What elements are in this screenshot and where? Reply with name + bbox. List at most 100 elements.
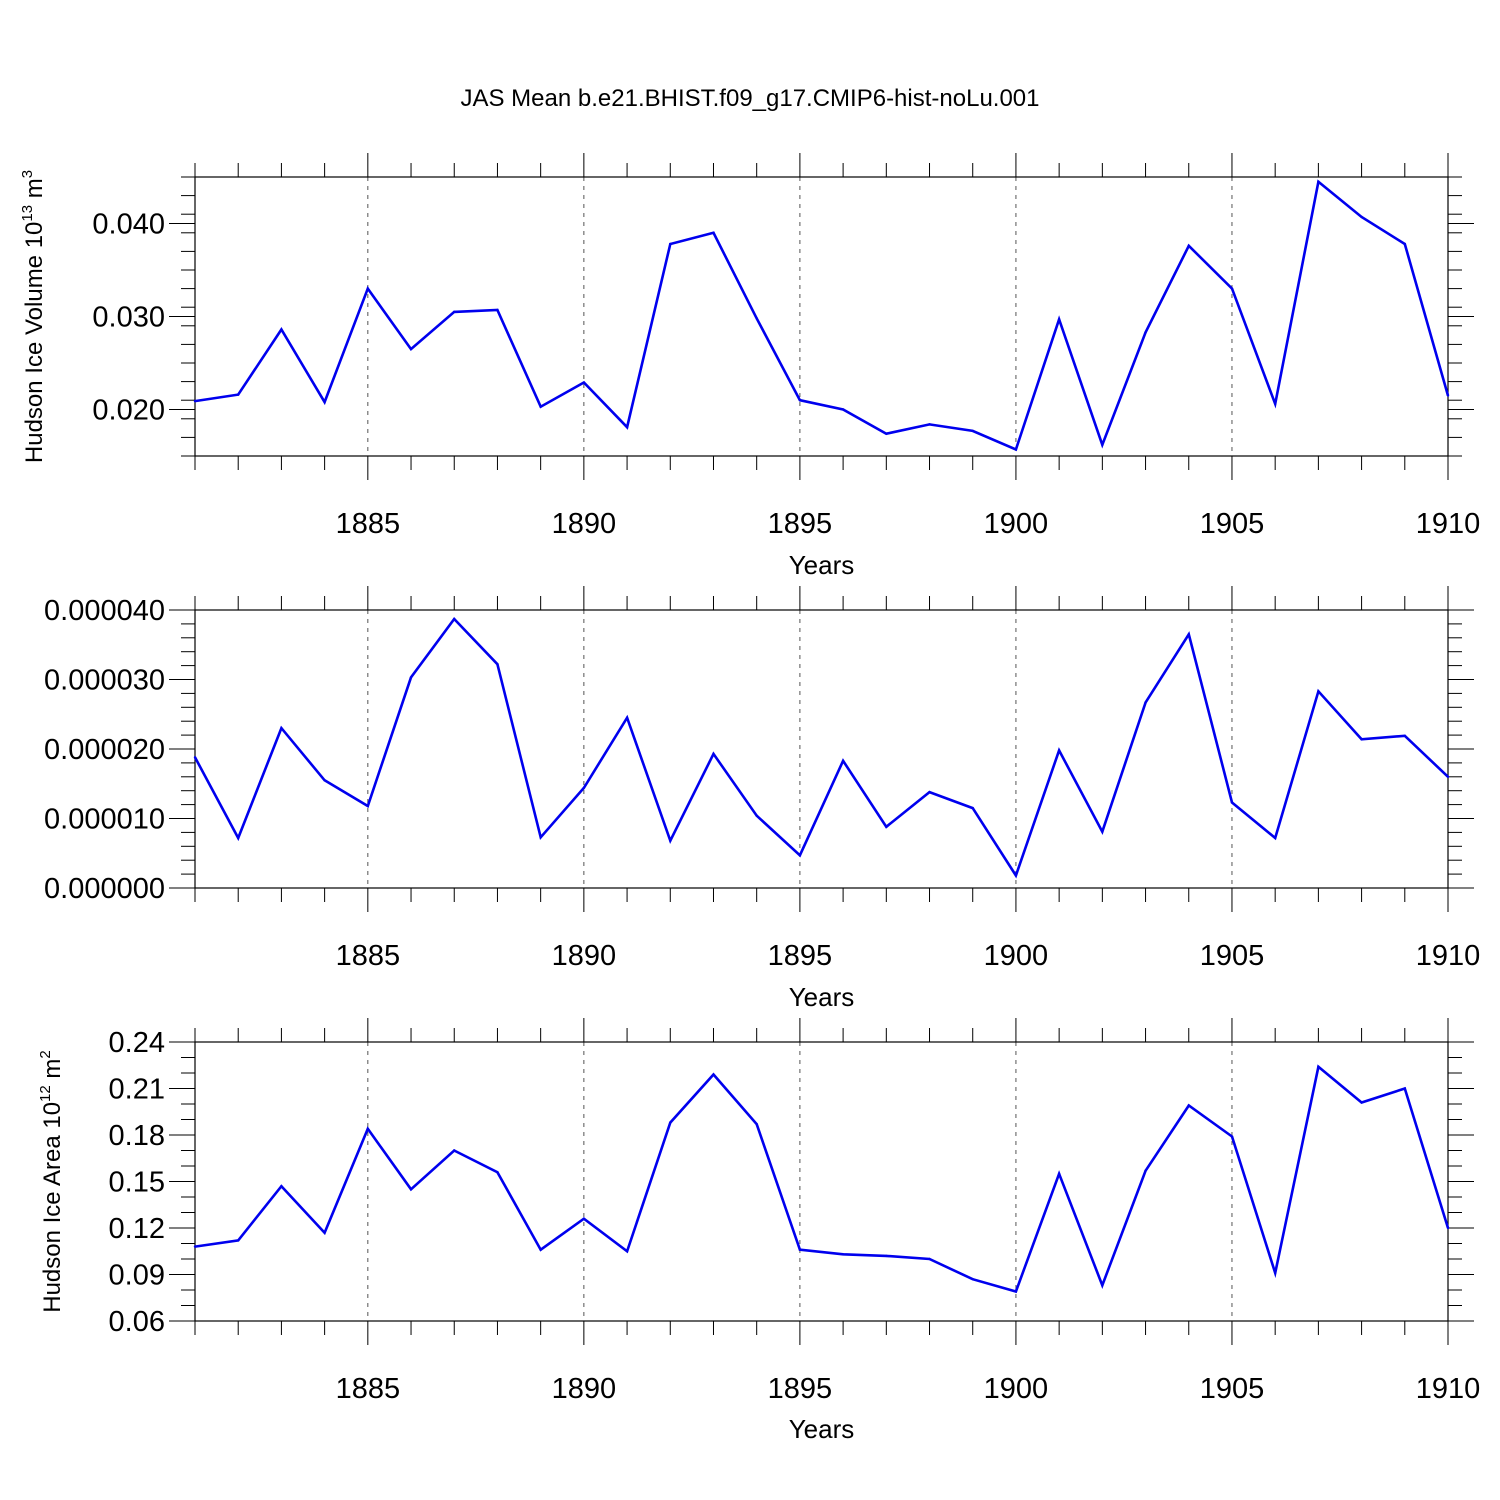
data-point [1101,443,1104,447]
data-point [280,328,283,331]
data-point [280,1184,283,1188]
series-line [194,179,1450,452]
data-point [885,432,888,435]
data-point [453,1149,456,1152]
data-point [1057,1172,1061,1175]
data-point [1187,244,1190,248]
y-axis-label: Hudson Ice Volume 1013 m3 [19,170,48,463]
data-point [280,726,283,730]
data-point [971,1277,974,1281]
data-point [625,716,629,719]
data-point [755,814,758,817]
data-point [1446,394,1450,397]
x-axis-label: Years [789,1414,855,1444]
y-axis-label-superscript: 2 [37,1050,54,1058]
data-point [1317,690,1320,693]
y-tick-label: 0.24 [109,1027,165,1059]
data-point [539,1248,542,1251]
chart-title: JAS Mean b.e21.BHIST.f09_g17.CMIP6-hist-… [461,85,1040,112]
data-point [885,825,888,829]
data-point [1317,1065,1320,1069]
x-tick-label: 1895 [768,940,833,972]
data-point [582,1217,586,1220]
series-line [193,616,1449,879]
data-point [928,1257,931,1261]
data-point [712,752,715,756]
data-point [193,756,197,759]
data-point [1403,1087,1406,1090]
x-tick-label: 1900 [984,1373,1049,1405]
data-point [885,1254,888,1258]
data-point [798,399,802,402]
y-tick-label: 0.18 [109,1120,165,1152]
y-tick-label: 0.12 [109,1213,165,1245]
data-point [237,393,240,396]
data-point [928,423,931,426]
data-point [1014,874,1018,877]
y-axis-label-text: m [39,1059,66,1086]
data-point [625,1250,629,1253]
data-point [366,1127,370,1131]
data-point [582,381,586,384]
data-point [366,804,370,808]
data-point [1403,242,1406,246]
y-tick-label: 0.040 [92,209,165,241]
data-point [1403,734,1406,737]
data-point [582,786,586,790]
y-axis-label-superscript: 13 [19,205,36,222]
data-point [1273,402,1277,406]
x-tick-label: 1905 [1200,940,1265,972]
y-tick-label: 0.21 [109,1074,165,1106]
data-point [453,310,456,314]
data-point [1144,331,1147,334]
y-tick-label: 0.09 [109,1260,165,1292]
y-tick-label: 0.000020 [44,734,165,766]
x-tick-label: 1895 [768,508,833,540]
data-point [539,405,542,408]
y-tick-label: 0.15 [109,1167,165,1199]
x-tick-label: 1910 [1416,940,1481,972]
data-point [1057,318,1061,321]
plot-frame [194,1041,1449,1322]
data-point [409,676,413,679]
plot-frame [194,609,1449,889]
series-line [194,1064,1450,1294]
x-tick-label: 1905 [1200,508,1265,540]
x-axis-label: Years [789,550,855,580]
data-point [1101,1284,1104,1287]
y-tick-label: 0.000040 [44,595,165,627]
data-point [669,242,672,246]
data-point [625,425,629,429]
data-point [539,836,542,839]
y-axis-label-text: Hudson Ice Area 10 [39,1102,66,1313]
data-point [366,287,370,290]
data-point [496,1171,499,1174]
data-point [1144,1169,1147,1172]
y-axis-label: Hudson Ice Area 1012 m2 [37,1050,66,1313]
data-point [1360,1101,1363,1104]
data-point [1014,448,1018,451]
data-point [1360,215,1363,219]
x-tick-label: 1885 [336,940,401,972]
x-axis-label: Years [789,982,855,1012]
y-axis-label-superscript: 3 [19,170,36,178]
data-point [1101,830,1104,833]
x-tick-label: 1905 [1200,1373,1265,1405]
x-tick-label: 1885 [336,1373,401,1405]
x-tick-label: 1900 [984,940,1049,972]
y-axis-label-superscript: 12 [37,1085,54,1102]
data-point [1014,1290,1018,1293]
data-point [1187,633,1190,636]
data-point [496,308,499,312]
data-point [1273,1271,1277,1275]
x-tick-label: 1885 [336,508,401,540]
y-axis-label-text: Hudson Ice Volume 10 [21,222,48,464]
data-point [1446,775,1450,778]
x-tick-label: 1910 [1416,1373,1481,1405]
data-point [669,1121,672,1124]
y-tick-label: 0.020 [92,395,165,427]
data-point [755,1122,758,1126]
data-point [1057,749,1061,752]
data-point [453,617,456,621]
